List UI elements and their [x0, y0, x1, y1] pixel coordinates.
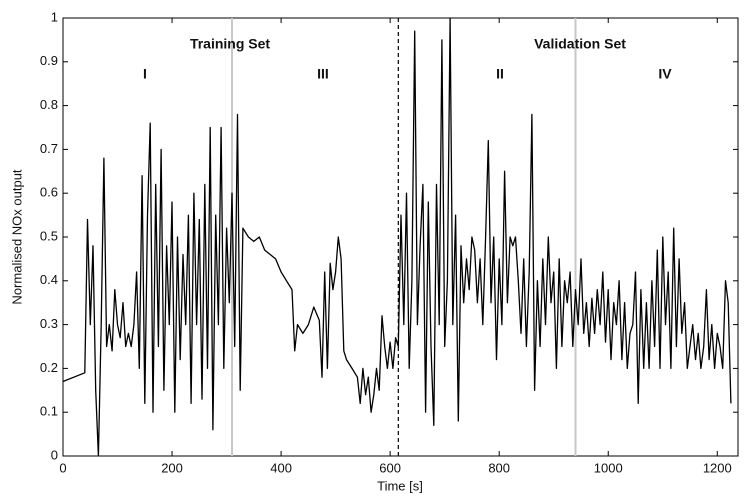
y-tick-label: 0.5 [40, 228, 58, 243]
x-tick-label: 800 [488, 460, 510, 475]
y-tick-label: 0.9 [40, 53, 58, 68]
data-line [62, 17, 732, 457]
x-tick-label: 600 [379, 460, 401, 475]
y-tick-label: 0.8 [40, 97, 58, 112]
x-tick-label: 1200 [703, 460, 732, 475]
y-tick-label: 0.7 [40, 141, 58, 156]
annotation: I [143, 66, 147, 82]
annotation: Validation Set [534, 36, 626, 52]
y-tick-label: 0.2 [40, 360, 58, 375]
x-tick-label: 400 [270, 460, 292, 475]
y-tick-label: 0.3 [40, 316, 58, 331]
y-tick-label: 0.1 [40, 404, 58, 419]
annotation: II [496, 66, 504, 82]
annotation: Training Set [190, 36, 270, 52]
x-tick-label: 1000 [594, 460, 623, 475]
y-tick-label: 0 [51, 447, 58, 462]
x-axis-label: Time [s] [377, 478, 423, 493]
y-tick-label: 1 [51, 9, 58, 24]
y-axis-label: Normalised NOx output [9, 169, 24, 304]
y-tick-label: 0.6 [40, 185, 58, 200]
annotation: IV [658, 66, 672, 82]
x-tick-label: 200 [161, 460, 183, 475]
x-tick-label: 0 [59, 460, 66, 475]
y-tick-label: 0.4 [40, 272, 58, 287]
annotation: III [317, 66, 329, 82]
